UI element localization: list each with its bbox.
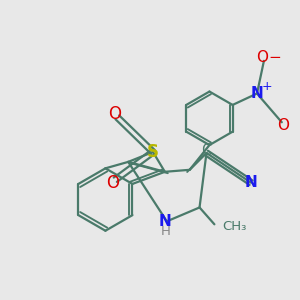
Text: +: + <box>262 80 273 93</box>
Text: −: − <box>269 50 282 65</box>
Text: C: C <box>201 142 212 158</box>
Text: O: O <box>256 50 268 65</box>
Text: CH₃: CH₃ <box>222 220 246 233</box>
Text: H: H <box>160 225 170 238</box>
Text: N: N <box>250 86 263 101</box>
Text: N: N <box>245 175 257 190</box>
Text: N: N <box>159 214 172 229</box>
Text: O: O <box>277 118 289 133</box>
Text: S: S <box>147 143 159 161</box>
Text: O: O <box>106 174 119 192</box>
Text: O: O <box>108 105 121 123</box>
